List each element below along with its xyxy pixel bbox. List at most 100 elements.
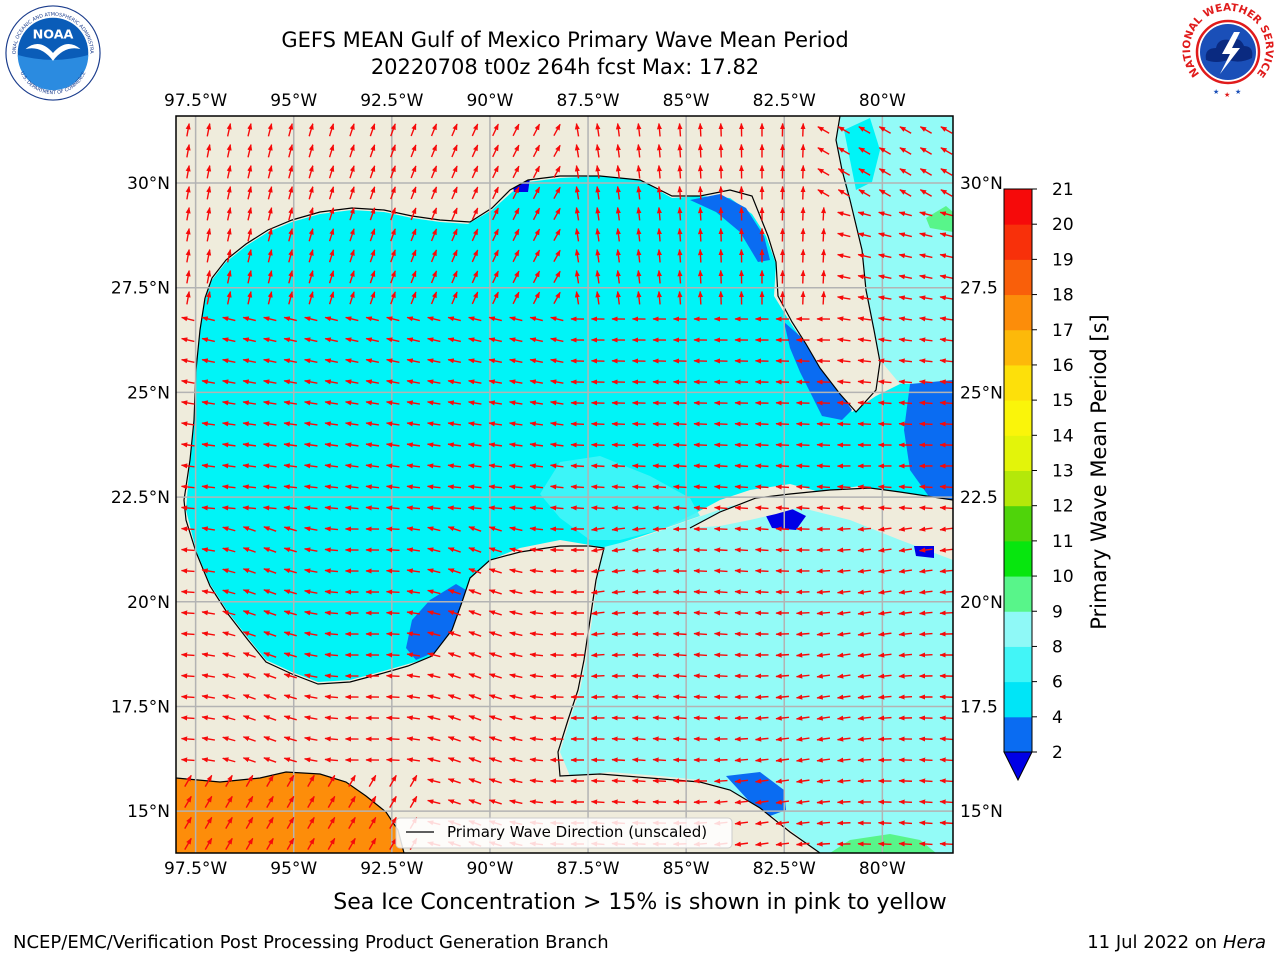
- wave-arrow: [652, 778, 667, 784]
- wave-arrow: [590, 547, 605, 553]
- wave-arrow: [288, 228, 294, 242]
- wave-arrow: [836, 400, 851, 406]
- wave-arrow: [385, 715, 400, 721]
- wave-arrow: [939, 232, 953, 238]
- wave-arrow: [406, 505, 421, 511]
- wave-arrow: [877, 337, 892, 343]
- wave-arrow: [303, 568, 318, 574]
- wave-arrow: [303, 463, 318, 469]
- wave-arrow: [636, 248, 642, 263]
- wave-arrow: [426, 442, 441, 448]
- lat-tick-label: 25°N: [960, 383, 1003, 403]
- wave-arrow: [222, 316, 236, 322]
- wave-arrow: [672, 652, 687, 658]
- wave-arrow: [939, 484, 953, 490]
- wave-arrow: [615, 206, 621, 221]
- wave-arrow: [677, 269, 683, 284]
- wave-arrow: [919, 168, 932, 176]
- wave-arrow: [303, 610, 318, 616]
- wave-arrow: [283, 358, 298, 364]
- wave-arrow: [385, 547, 400, 553]
- wave-arrow: [512, 249, 520, 263]
- wave-arrow: [529, 463, 544, 469]
- wave-arrow: [180, 463, 195, 469]
- wave-arrow: [816, 841, 831, 847]
- wave-arrow: [549, 400, 564, 406]
- wave-arrow: [611, 799, 626, 805]
- wave-arrow: [426, 421, 441, 427]
- wave-arrow: [180, 547, 195, 553]
- wave-arrow: [529, 610, 544, 616]
- wave-arrow: [247, 144, 253, 158]
- wave-arrow: [427, 652, 441, 658]
- wave-arrow: [349, 186, 355, 200]
- wave-arrow: [898, 820, 913, 826]
- wave-arrow: [283, 337, 297, 343]
- wave-arrow: [590, 505, 605, 511]
- wave-arrow: [631, 799, 646, 805]
- wave-arrow: [918, 778, 933, 784]
- wave-arrow: [488, 631, 502, 637]
- wave-arrow: [636, 227, 642, 242]
- wave-arrow: [184, 774, 192, 787]
- wave-arrow: [447, 316, 461, 322]
- wave-arrow: [919, 274, 933, 280]
- footer-host: Hera: [1222, 932, 1266, 953]
- wave-arrow: [324, 652, 339, 658]
- wave-arrow: [266, 816, 274, 829]
- wave-arrow: [672, 463, 687, 469]
- wave-arrow: [918, 568, 933, 574]
- wave-arrow: [406, 715, 421, 721]
- wave-arrow: [836, 526, 851, 532]
- wave-arrow: [263, 568, 277, 574]
- wave-arrow: [283, 715, 297, 721]
- wave-arrow: [795, 442, 810, 448]
- wave-arrow: [447, 379, 462, 385]
- longitude-labels-bottom: 97.5°W 95°W 92.5°W 90°W 87.5°W 85°W 82.5°W 80°W: [164, 859, 906, 879]
- wave-arrow: [467, 421, 482, 427]
- wave-arrow: [430, 165, 438, 179]
- wave-arrow: [324, 463, 339, 469]
- colorbar-tick-label: 15: [1052, 391, 1074, 411]
- map-title: GEFS MEAN Gulf of Mexico Primary Wave Me…: [281, 28, 849, 52]
- wave-arrow: [529, 715, 544, 721]
- wave-arrow: [939, 379, 953, 385]
- wave-arrow: [611, 442, 626, 448]
- wave-arrow: [349, 165, 355, 179]
- wave-arrow: [857, 631, 872, 637]
- wave-arrow: [509, 568, 523, 574]
- wave-arrow: [385, 442, 400, 448]
- wave-arrow: [471, 144, 479, 158]
- wave-arrow: [508, 442, 523, 448]
- colorbar-segment: [1004, 505, 1032, 542]
- wave-arrow: [263, 358, 277, 364]
- wave-arrow: [390, 144, 396, 158]
- wave-arrow: [303, 505, 318, 511]
- wave-arrow: [898, 589, 913, 595]
- wave-arrow: [858, 168, 871, 176]
- wave-arrow: [447, 799, 461, 805]
- wave-arrow: [324, 358, 339, 364]
- wave-arrow: [816, 610, 831, 616]
- wave-arrow: [899, 189, 912, 197]
- wave-arrow: [821, 206, 827, 221]
- wave-arrow: [304, 358, 318, 364]
- wave-arrow: [385, 463, 400, 469]
- wave-arrow: [636, 185, 642, 200]
- wave-arrow: [918, 610, 933, 616]
- deep-blue-florida: [784, 322, 852, 420]
- wave-arrow: [303, 694, 318, 700]
- wave-arrow: [324, 694, 339, 700]
- wave-arrow: [816, 799, 831, 805]
- wave-arrow: [636, 206, 642, 221]
- wave-arrow: [390, 291, 396, 305]
- colorbar-tick-label: 21: [1052, 180, 1074, 200]
- wave-arrow: [468, 610, 482, 616]
- wave-arrow: [754, 589, 769, 595]
- wave-arrow: [247, 270, 253, 284]
- wave-arrow: [529, 736, 544, 742]
- wave-arrow: [631, 757, 646, 763]
- wave-arrow: [631, 421, 646, 427]
- wave-arrow: [406, 610, 421, 616]
- wave-arrow: [693, 652, 708, 658]
